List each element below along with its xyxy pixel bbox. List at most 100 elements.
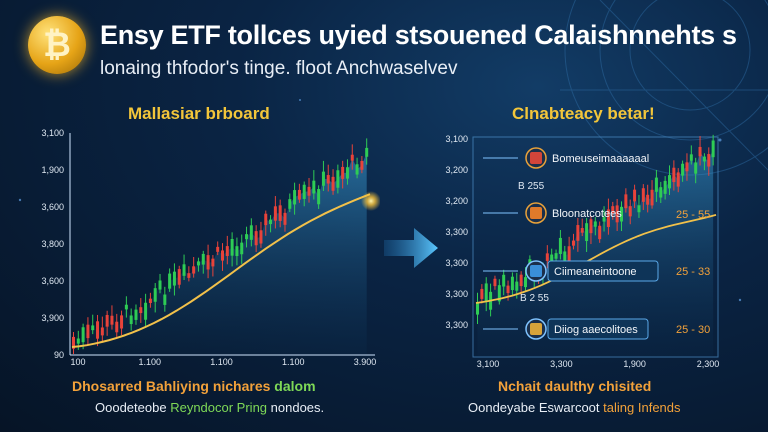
left-candle [317,189,321,205]
right-candle [524,277,527,288]
right-y-tick-label: 3,300 [445,227,468,237]
right-candle [576,225,580,241]
right-candle [554,253,558,259]
right-candle [685,162,689,172]
small-label-2: B 2 55 [520,293,549,304]
left-candle [196,261,200,266]
right-caption-line1: Nchait daulthy chisited [498,378,652,394]
right-candle [476,302,479,315]
right-candle [589,219,593,234]
right-candle [641,188,645,202]
left-candle [129,315,133,325]
callout-2: Bloonatcotees [483,202,622,224]
right-candle [519,274,523,287]
right-candle [510,276,514,291]
left-caption-line2: Ooodeteobe Reyndocor Pring nondoes. [95,400,324,415]
callout-1-label: Bomeuseimaaaaaal [552,153,649,165]
right-candle [672,167,676,183]
right-candle [702,156,706,162]
side-label-3: 25 - 30 [676,324,710,336]
right-candle [550,254,554,262]
left-candle [283,212,287,225]
left-candle [148,298,152,304]
page-title: Ensy ETF tollces uyied stsouened Calaish… [100,20,737,50]
left-candle [91,325,95,331]
right-candle [606,209,610,227]
right-candle [563,251,567,261]
side-label-2: 25 - 33 [676,266,710,278]
red-block-icon [530,152,542,164]
left-candle [264,213,268,226]
right-area-fill [477,148,714,356]
left-candle [211,258,215,267]
left-y-tick-label: 3,800 [41,239,64,249]
right-candle [602,217,606,222]
left-candle [81,327,85,343]
left-caption-line1-part1: Dhosarred Bahliying [72,378,209,394]
left-candle [192,266,196,274]
left-candle [76,338,80,344]
right-candle [707,154,711,167]
left-candle [221,250,224,261]
left-candle [172,271,176,286]
left-candle [360,160,364,170]
right-candle [497,285,501,302]
left-trend-glow [361,191,380,211]
left-caption-line1-part3: dalom [274,378,316,394]
right-candle [659,187,663,198]
left-candle [288,199,292,209]
right-candle [654,177,658,192]
left-candle [240,242,244,255]
left-x-tick-label: 1,100 [138,357,161,365]
right-caption-line2-part2: taling [603,400,635,415]
right-candle [615,205,619,223]
right-x-tick-label: 2,300 [697,359,720,369]
left-candle [163,294,167,305]
right-y-tick-label: 3,300 [445,258,468,268]
left-candle [249,225,253,240]
right-candle [598,225,602,240]
small-label-1: B 255 [518,181,545,192]
right-x-tick-label: 1,900 [623,359,646,369]
left-y-tick-label: 3,900 [41,313,64,323]
right-candle [646,194,650,205]
right-candle [698,146,702,157]
right-candle [668,175,671,189]
left-candle [350,154,354,161]
callout-4: Diiog aaecolitoes [483,318,649,340]
left-candle [158,280,162,290]
left-candle [120,315,124,329]
right-y-tick-label: 3,100 [445,134,468,144]
right-candle [663,180,667,194]
left-y-tick-label: 3,600 [41,276,64,286]
left-x-tick-label: 100 [70,357,85,365]
callout-3: Ciimeaneintoone [483,260,659,282]
left-candle [230,238,234,256]
right-candle [506,285,510,294]
left-candle [307,186,311,196]
right-candle [650,189,654,206]
left-candle [345,167,349,179]
right-candle [611,206,615,214]
left-candle [110,315,114,325]
left-caption-line2-part2: Reyndocor Pring [170,400,268,415]
left-candle [365,147,369,157]
callout-4-label: Diiog aaecolitoes [554,324,638,336]
left-candle [355,164,359,175]
right-candle [694,162,698,174]
left-candle [206,255,210,270]
right-panel-title: Clnabteacy betar! [512,104,655,123]
left-candle [336,170,340,188]
left-candle [153,288,157,302]
right-candle [480,288,484,299]
blue-block-icon [530,265,542,277]
right-candle [624,194,628,209]
left-candlestick-chart: 3,100 1,900 3,600 3,800 3,600 3,900 90 100 1,10… [41,128,380,365]
left-candle [105,314,109,327]
right-x-tick-label: 3,300 [550,359,573,369]
left-candle [259,230,263,244]
right-candle [689,154,693,161]
left-candle [278,205,282,221]
left-caption-line1: Dhosarred Bahliying nichares dalom [72,378,316,394]
left-x-tick-label: 1,100 [210,357,233,365]
